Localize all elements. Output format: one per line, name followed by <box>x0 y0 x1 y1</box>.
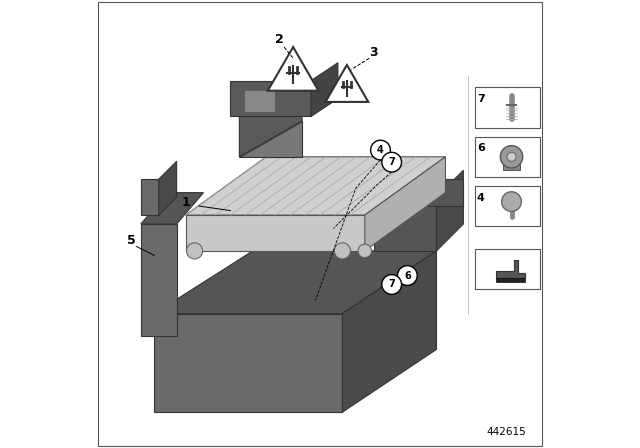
Circle shape <box>397 266 417 285</box>
Polygon shape <box>230 81 311 116</box>
Polygon shape <box>374 197 436 251</box>
Polygon shape <box>239 81 302 157</box>
Text: 7: 7 <box>477 94 484 104</box>
Circle shape <box>358 244 372 258</box>
Circle shape <box>507 152 516 161</box>
Polygon shape <box>141 224 177 336</box>
Circle shape <box>371 140 390 160</box>
Polygon shape <box>428 179 463 206</box>
Polygon shape <box>496 260 525 278</box>
Text: 442615: 442615 <box>486 427 526 437</box>
Text: 7: 7 <box>388 280 395 289</box>
Polygon shape <box>186 215 365 251</box>
Text: 7: 7 <box>388 157 395 167</box>
FancyBboxPatch shape <box>475 249 540 289</box>
Text: 2: 2 <box>275 33 284 46</box>
Text: 6: 6 <box>477 143 484 153</box>
Polygon shape <box>141 179 159 215</box>
Circle shape <box>500 146 523 168</box>
Text: 4: 4 <box>477 193 484 202</box>
Polygon shape <box>154 314 342 412</box>
Circle shape <box>382 152 401 172</box>
Polygon shape <box>159 161 177 215</box>
Circle shape <box>502 192 522 211</box>
Polygon shape <box>239 121 302 157</box>
Polygon shape <box>436 170 463 251</box>
Circle shape <box>186 243 203 259</box>
Polygon shape <box>326 65 368 102</box>
Circle shape <box>334 243 351 259</box>
FancyBboxPatch shape <box>475 137 540 177</box>
Polygon shape <box>244 90 275 112</box>
Polygon shape <box>365 157 445 251</box>
Polygon shape <box>154 251 436 314</box>
Text: 1: 1 <box>181 196 190 209</box>
Polygon shape <box>311 63 338 116</box>
Polygon shape <box>496 278 525 282</box>
Circle shape <box>382 275 401 294</box>
Polygon shape <box>186 157 445 215</box>
Text: 5: 5 <box>127 234 136 247</box>
FancyBboxPatch shape <box>475 87 540 128</box>
Text: 6: 6 <box>404 271 411 280</box>
Polygon shape <box>268 47 319 91</box>
Polygon shape <box>502 161 520 170</box>
Text: 3: 3 <box>369 46 378 59</box>
FancyBboxPatch shape <box>475 186 540 226</box>
Text: 4: 4 <box>377 145 384 155</box>
Polygon shape <box>342 251 436 412</box>
Polygon shape <box>141 193 204 224</box>
